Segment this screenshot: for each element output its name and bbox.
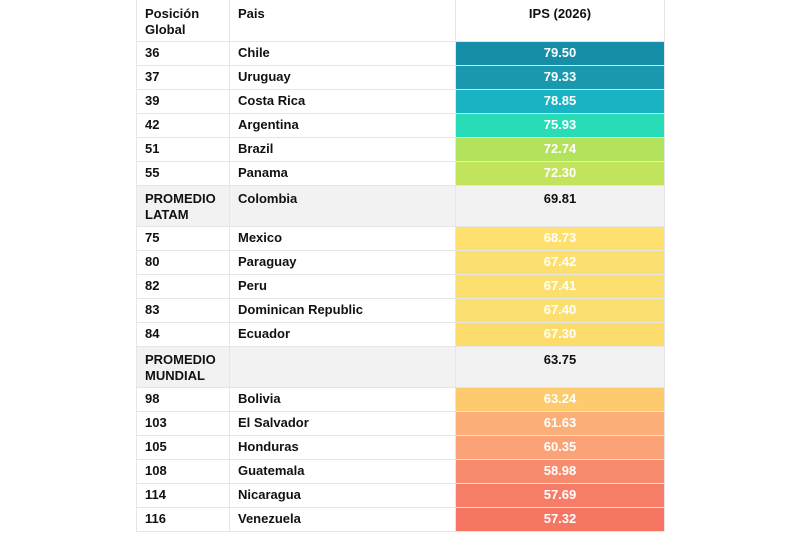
table-row: 83 Dominican Republic 67.40 bbox=[136, 298, 665, 323]
table-row: 103 El Salvador 61.63 bbox=[136, 411, 665, 436]
country-cell: Peru bbox=[229, 274, 456, 299]
ips-value-cell: 79.33 bbox=[455, 65, 665, 90]
table-row: 37 Uruguay 79.33 bbox=[136, 65, 665, 90]
table-row: 105 Honduras 60.35 bbox=[136, 435, 665, 460]
position-cell: 42 bbox=[136, 113, 230, 138]
table-row: 55 Panama 72.30 bbox=[136, 161, 665, 186]
ips-value-cell: 63.75 bbox=[455, 346, 665, 388]
position-cell: 37 bbox=[136, 65, 230, 90]
country-cell: El Salvador bbox=[229, 411, 456, 436]
position-cell: 83 bbox=[136, 298, 230, 323]
country-cell: Nicaragua bbox=[229, 483, 456, 508]
average-row: PROMEDIO LATAM Colombia 69.81 bbox=[136, 185, 665, 227]
position-cell: 80 bbox=[136, 250, 230, 275]
country-cell: Guatemala bbox=[229, 459, 456, 484]
table-body: 36 Chile 79.50 37 Uruguay 79.33 39 Costa Rica 78… bbox=[136, 41, 665, 532]
country-cell: Chile bbox=[229, 41, 456, 66]
ips-value-cell: 63.24 bbox=[455, 387, 665, 412]
table-row: 116 Venezuela 57.32 bbox=[136, 507, 665, 532]
position-cell: 39 bbox=[136, 89, 230, 114]
ips-value-cell: 58.98 bbox=[455, 459, 665, 484]
position-cell: 82 bbox=[136, 274, 230, 299]
country-cell: Argentina bbox=[229, 113, 456, 138]
position-cell: 116 bbox=[136, 507, 230, 532]
table-row: 98 Bolivia 63.24 bbox=[136, 387, 665, 412]
table-row: 39 Costa Rica 78.85 bbox=[136, 89, 665, 114]
header-country: Pais bbox=[229, 0, 456, 42]
ips-value-cell: 67.42 bbox=[455, 250, 665, 275]
position-cell: 103 bbox=[136, 411, 230, 436]
header-position: Posición Global bbox=[136, 0, 230, 42]
country-cell: Dominican Republic bbox=[229, 298, 456, 323]
ips-value-cell: 72.30 bbox=[455, 161, 665, 186]
table-row: 75 Mexico 68.73 bbox=[136, 226, 665, 251]
ips-value-cell: 69.81 bbox=[455, 185, 665, 227]
table-row: 80 Paraguay 67.42 bbox=[136, 250, 665, 275]
position-cell: 105 bbox=[136, 435, 230, 460]
country-cell: Honduras bbox=[229, 435, 456, 460]
header-ips: IPS (2026) bbox=[455, 0, 665, 42]
ips-value-cell: 60.35 bbox=[455, 435, 665, 460]
position-cell: 55 bbox=[136, 161, 230, 186]
position-cell: 36 bbox=[136, 41, 230, 66]
ips-value-cell: 61.63 bbox=[455, 411, 665, 436]
country-cell: Venezuela bbox=[229, 507, 456, 532]
table-row: 82 Peru 67.41 bbox=[136, 274, 665, 299]
ips-value-cell: 79.50 bbox=[455, 41, 665, 66]
table-row: 84 Ecuador 67.30 bbox=[136, 322, 665, 347]
table-row: 114 Nicaragua 57.69 bbox=[136, 483, 665, 508]
position-cell: 75 bbox=[136, 226, 230, 251]
table-row: 42 Argentina 75.93 bbox=[136, 113, 665, 138]
country-cell: Brazil bbox=[229, 137, 456, 162]
ips-value-cell: 57.32 bbox=[455, 507, 665, 532]
position-cell: 84 bbox=[136, 322, 230, 347]
country-cell: Paraguay bbox=[229, 250, 456, 275]
table-row: 108 Guatemala 58.98 bbox=[136, 459, 665, 484]
ips-value-cell: 75.93 bbox=[455, 113, 665, 138]
country-cell: Ecuador bbox=[229, 322, 456, 347]
country-cell bbox=[229, 346, 456, 388]
position-cell: 108 bbox=[136, 459, 230, 484]
ips-ranking-table: Posición Global Pais IPS (2026) 36 Chile 7… bbox=[136, 0, 665, 532]
table-row: 51 Brazil 72.74 bbox=[136, 137, 665, 162]
position-cell: PROMEDIO LATAM bbox=[136, 185, 230, 227]
country-cell: Colombia bbox=[229, 185, 456, 227]
country-cell: Costa Rica bbox=[229, 89, 456, 114]
country-cell: Uruguay bbox=[229, 65, 456, 90]
position-cell: PROMEDIO MUNDIAL bbox=[136, 346, 230, 388]
table-header-row: Posición Global Pais IPS (2026) bbox=[136, 0, 665, 42]
position-cell: 114 bbox=[136, 483, 230, 508]
table-row: 36 Chile 79.50 bbox=[136, 41, 665, 66]
ips-value-cell: 67.30 bbox=[455, 322, 665, 347]
position-cell: 51 bbox=[136, 137, 230, 162]
ips-value-cell: 68.73 bbox=[455, 226, 665, 251]
country-cell: Panama bbox=[229, 161, 456, 186]
country-cell: Mexico bbox=[229, 226, 456, 251]
country-cell: Bolivia bbox=[229, 387, 456, 412]
average-row: PROMEDIO MUNDIAL 63.75 bbox=[136, 346, 665, 388]
ips-table-container: Posición Global Pais IPS (2026) 36 Chile 7… bbox=[136, 0, 665, 532]
ips-value-cell: 72.74 bbox=[455, 137, 665, 162]
position-cell: 98 bbox=[136, 387, 230, 412]
ips-value-cell: 57.69 bbox=[455, 483, 665, 508]
ips-value-cell: 67.41 bbox=[455, 274, 665, 299]
ips-value-cell: 78.85 bbox=[455, 89, 665, 114]
ips-value-cell: 67.40 bbox=[455, 298, 665, 323]
